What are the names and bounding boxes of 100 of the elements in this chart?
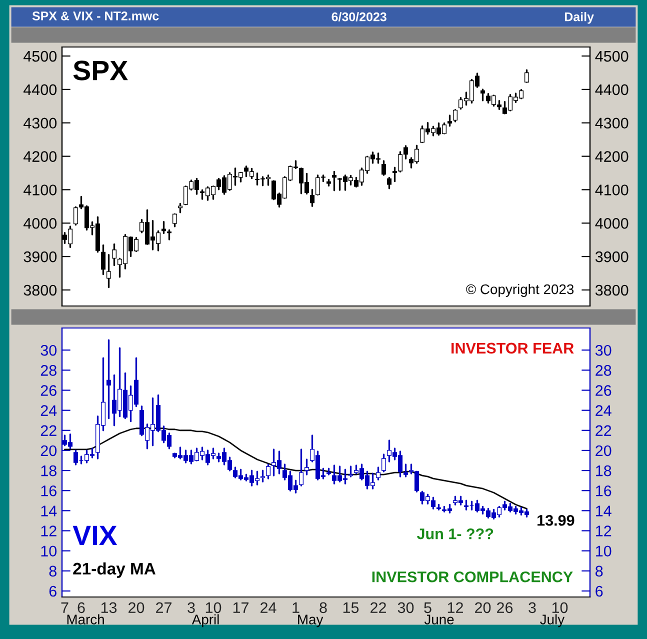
y-tick-label: 20 (40, 445, 57, 456)
y-tick-label: 4200 (24, 151, 57, 162)
candlestick (166, 229, 172, 240)
x-tick-label: 26 (497, 602, 513, 614)
x-tick-label: 7 (61, 602, 68, 613)
x-tick-label: 27 (156, 602, 172, 613)
y-tick-label: 4300 (24, 118, 57, 129)
y-tick-label: 16 (41, 485, 56, 496)
y-tick-label: 18 (41, 465, 56, 476)
x-tick-label: 5 (424, 602, 432, 614)
candlestick (244, 165, 249, 178)
y-tick-label: 6 (49, 586, 56, 597)
candlestick (381, 160, 386, 176)
candlestick (403, 145, 408, 160)
annotation: 21-day MA (73, 562, 156, 578)
annotation: 13.99 (538, 514, 574, 526)
text: May (298, 614, 324, 628)
text: Daily (564, 12, 594, 24)
x-tick-label: 20 (128, 602, 144, 614)
x-tick-label: 6 (78, 602, 85, 614)
x-tick-label: 15 (343, 602, 359, 614)
annotation: VIX (72, 526, 118, 546)
x-tick-label: 13 (101, 602, 117, 614)
candlestick (304, 458, 310, 476)
candlestick (436, 504, 442, 511)
candlestick (452, 108, 458, 122)
y2-tick-label: 4200 (595, 151, 628, 162)
x-tick-label: 17 (233, 602, 248, 613)
annotation: INVESTOR COMPLACENCY (372, 571, 573, 582)
y2-tick-label: 26 (596, 385, 612, 396)
y-tick-label: 24 (40, 405, 57, 416)
y-tick-label: 14 (41, 506, 57, 516)
candlestick (106, 339, 112, 420)
candlestick (403, 464, 408, 478)
x-tick-label: 30 (398, 602, 414, 614)
y2-tick-label: 6 (596, 586, 603, 597)
y2-tick-label: 16 (596, 485, 612, 496)
candlestick (315, 174, 320, 196)
y-tick-label: 22 (40, 425, 56, 436)
x-tick-label: 3 (188, 602, 195, 614)
candlestick (100, 244, 106, 276)
y2-tick-label: 28 (596, 365, 612, 376)
y2-tick-label: 8 (596, 566, 603, 577)
candlestick (112, 243, 117, 266)
candlestick (266, 464, 271, 480)
text: 6/30/2023 (332, 12, 386, 22)
candlestick (310, 188, 315, 207)
candlestick (376, 466, 381, 480)
candlestick (106, 254, 112, 288)
x-tick-label: 10 (552, 602, 568, 614)
y-tick-label: 3800 (24, 284, 57, 296)
y2-tick-label: 3900 (595, 251, 628, 262)
y2-tick-label: 3800 (595, 284, 628, 296)
y2-tick-label: 10 (596, 546, 612, 557)
y2-tick-label: 4300 (595, 118, 628, 129)
y-tick-label: 26 (40, 385, 56, 396)
candlestick (298, 448, 304, 486)
x-tick-label: 3 (528, 602, 536, 614)
x-tick-label: 10 (206, 602, 222, 614)
x-tick-label: 20 (475, 602, 491, 614)
y-tick-label: 4500 (24, 50, 57, 62)
annotation: © Copyright 2023 (466, 284, 574, 297)
annotation: Jun 1- ??? (416, 528, 494, 540)
text: March (67, 614, 104, 624)
y-tick-label: 4100 (24, 184, 57, 196)
candlestick (447, 114, 452, 127)
candlestick (249, 168, 254, 180)
y-tick-label: 12 (41, 526, 56, 536)
y2-tick-label: 20 (596, 445, 612, 456)
candlestick (480, 88, 486, 102)
candlestick (73, 206, 78, 226)
candlestick (348, 466, 354, 478)
x-tick-label: 12 (448, 602, 463, 613)
chart-title: SPX & VIX - NT2.mwc (32, 12, 159, 20)
candlestick (172, 213, 178, 228)
x-tick-label: 8 (320, 602, 327, 614)
y2-tick-label: 18 (596, 465, 612, 476)
y-tick-label: 4000 (24, 218, 57, 229)
y-tick-label: 3900 (24, 251, 57, 262)
candlestick (332, 170, 337, 192)
y-tick-label: 10 (41, 546, 57, 557)
y2-tick-label: 4500 (595, 50, 628, 62)
text: April (192, 614, 219, 628)
candlestick (386, 176, 392, 190)
y2-tick-label: 4000 (595, 218, 628, 229)
y-tick-label: 28 (40, 365, 56, 376)
y2-tick-label: 14 (596, 506, 612, 516)
y2-tick-label: 4400 (595, 84, 628, 96)
text: July (540, 614, 565, 628)
x-tick-label: 1 (292, 602, 300, 613)
y-tick-label: 8 (49, 566, 56, 577)
y2-tick-label: 22 (596, 425, 612, 436)
y2-tick-label: 12 (596, 526, 612, 536)
y2-tick-label: 4100 (595, 184, 628, 196)
x-tick-label: 22 (370, 602, 386, 613)
candlestick (320, 174, 326, 182)
candlestick (381, 454, 386, 472)
y-tick-label: 4400 (24, 84, 57, 96)
y2-tick-label: 24 (596, 405, 612, 416)
x-tick-label: 24 (260, 602, 276, 613)
